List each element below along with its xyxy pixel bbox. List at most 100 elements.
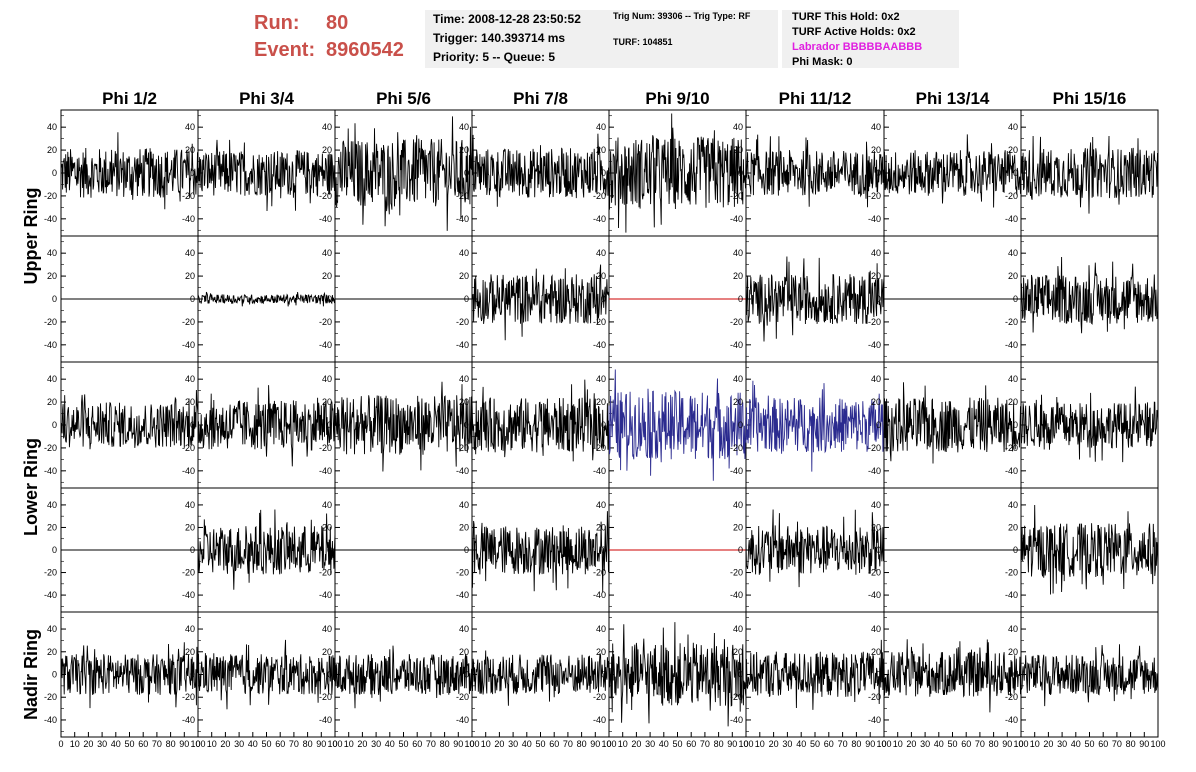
x-tick-label: 60: [412, 739, 422, 749]
y-tick-label: 20: [185, 522, 195, 532]
y-tick-label: -40: [44, 590, 57, 600]
x-tick-label: 30: [97, 739, 107, 749]
y-tick-label: 0: [190, 168, 195, 178]
waveform-trace: [197, 385, 336, 467]
y-tick-label: -40: [730, 466, 743, 476]
y-tick-label: -20: [456, 568, 469, 578]
y-tick-label: -40: [730, 214, 743, 224]
x-tick-label: 90: [727, 739, 737, 749]
x-tick-label: 40: [659, 739, 669, 749]
y-tick-label: 40: [47, 374, 57, 384]
x-tick-label: 50: [261, 739, 271, 749]
y-tick-label: 40: [322, 624, 332, 634]
y-tick-label: -40: [319, 214, 332, 224]
y-tick-label: 0: [738, 545, 743, 555]
y-tick-label: -20: [182, 317, 195, 327]
x-tick-label: 60: [275, 739, 285, 749]
y-tick-label: -20: [319, 568, 332, 578]
y-tick-label: 20: [185, 145, 195, 155]
y-tick-label: 40: [1008, 122, 1018, 132]
y-tick-label: -20: [730, 191, 743, 201]
waveform-trace: [883, 134, 1022, 208]
turf-info-box: TURF This Hold: 0x2 TURF Active Holds: 0…: [782, 10, 959, 68]
run-event-block: Run: 80 Event: 8960542: [254, 10, 404, 64]
y-tick-label: 40: [47, 248, 57, 258]
y-tick-label: 0: [327, 168, 332, 178]
x-tick-label: 60: [824, 739, 834, 749]
y-tick-label: 0: [190, 420, 195, 430]
y-tick-label: 20: [459, 522, 469, 532]
y-tick-label: -20: [730, 692, 743, 702]
y-tick-label: -40: [456, 214, 469, 224]
y-tick-label: -20: [730, 568, 743, 578]
x-tick-label: 80: [1126, 739, 1136, 749]
time-text: Time: 2008-12-28 23:50:52: [433, 12, 581, 26]
y-tick-label: -40: [44, 715, 57, 725]
y-tick-label: -40: [1005, 715, 1018, 725]
waveform-trace: [745, 639, 885, 710]
row-group-label: Nadir Ring: [21, 629, 41, 720]
x-tick-label: 40: [1071, 739, 1081, 749]
y-tick-label: -40: [456, 590, 469, 600]
y-tick-label: -20: [593, 568, 606, 578]
x-tick-label: 50: [1084, 739, 1094, 749]
y-tick-label: 20: [1008, 647, 1018, 657]
waveform-trace: [608, 622, 747, 727]
x-tick-label: 0: [881, 739, 886, 749]
y-tick-label: -20: [182, 443, 195, 453]
waveform-trace: [1020, 644, 1159, 707]
row-group-label: Lower Ring: [21, 438, 41, 536]
x-tick-label: 10: [207, 739, 217, 749]
y-tick-label: -20: [182, 568, 195, 578]
y-tick-label: -20: [182, 191, 195, 201]
x-tick-label: 0: [332, 739, 337, 749]
y-tick-label: 20: [871, 647, 881, 657]
x-tick-label: 40: [385, 739, 395, 749]
y-tick-label: -20: [1005, 692, 1018, 702]
y-tick-label: 20: [185, 271, 195, 281]
y-tick-label: 40: [733, 122, 743, 132]
y-tick-label: 40: [733, 248, 743, 258]
y-tick-label: 40: [47, 624, 57, 634]
y-tick-label: 0: [876, 294, 881, 304]
waveform-trace: [60, 389, 199, 450]
y-tick-label: 0: [52, 545, 57, 555]
y-tick-label: -20: [593, 191, 606, 201]
waveform-trace: [334, 116, 473, 231]
y-tick-label: 20: [47, 647, 57, 657]
y-tick-label: -40: [593, 340, 606, 350]
waveform-trace: [745, 380, 885, 472]
x-tick-label: 80: [166, 739, 176, 749]
x-tick-label: 0: [606, 739, 611, 749]
y-tick-label: 40: [733, 624, 743, 634]
y-tick-label: -40: [182, 466, 195, 476]
y-tick-label: -40: [319, 590, 332, 600]
run-label: Run:: [254, 12, 300, 34]
x-tick-label: 20: [494, 739, 504, 749]
y-tick-label: -40: [456, 340, 469, 350]
x-tick-label: 10: [755, 739, 765, 749]
x-tick-label: 100: [190, 739, 205, 749]
event-value: 8960542: [326, 39, 404, 61]
x-tick-label: 70: [838, 739, 848, 749]
waveform-trace: [471, 379, 610, 462]
y-tick-label: -40: [593, 214, 606, 224]
y-tick-label: 20: [733, 145, 743, 155]
x-tick-label: 90: [1139, 739, 1149, 749]
y-tick-label: -20: [868, 317, 881, 327]
priority-text: Priority: 5 -- Queue: 5: [433, 50, 556, 64]
y-tick-label: -40: [319, 340, 332, 350]
waveform-trace: [1020, 504, 1159, 595]
x-tick-label: 60: [138, 739, 148, 749]
y-tick-label: 0: [464, 420, 469, 430]
waveform-trace: [608, 369, 747, 481]
y-tick-label: 40: [596, 624, 606, 634]
x-tick-label: 30: [645, 739, 655, 749]
y-tick-label: -20: [319, 317, 332, 327]
waveform-trace: [471, 511, 610, 593]
y-tick-label: -40: [456, 715, 469, 725]
x-tick-label: 70: [1112, 739, 1122, 749]
y-tick-label: 40: [1008, 500, 1018, 510]
y-tick-label: 40: [322, 122, 332, 132]
